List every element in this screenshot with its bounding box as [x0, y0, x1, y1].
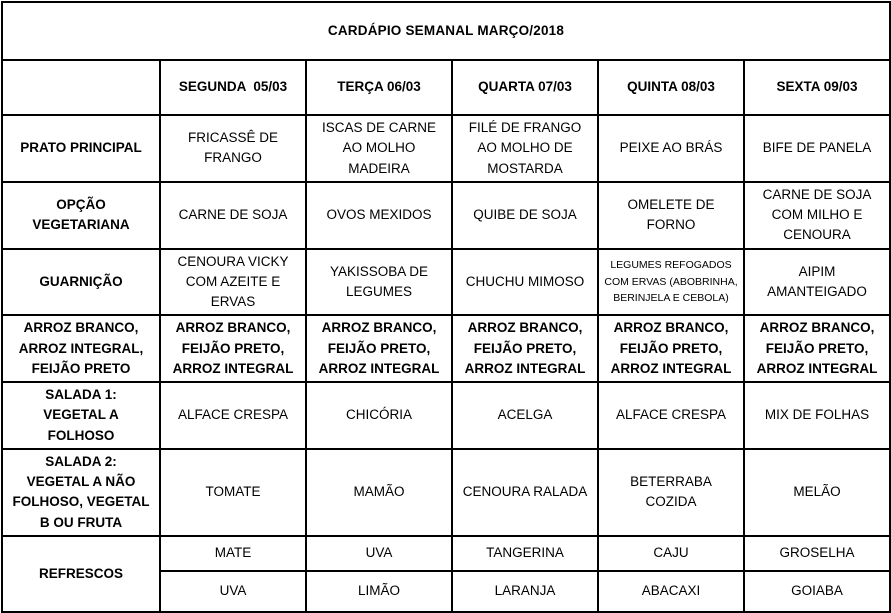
- menu-cell: ARROZ BRANCO, FEIJÃO PRETO, ARROZ INTEGR…: [451, 314, 599, 383]
- row-opcao-vegetariana: OPÇÃO VEGETARIANA CARNE DE SOJA OVOS MEX…: [1, 180, 891, 250]
- menu-cell: ACELGA: [451, 381, 599, 450]
- menu-cell: CENOURA VICKY COM AZEITE E ERVAS: [159, 247, 307, 317]
- menu-cell: FILÉ DE FRANGO AO MOLHO DE MOSTARDA: [451, 114, 599, 183]
- page-title: CARDÁPIO SEMANAL MARÇO/2018: [1, 1, 891, 61]
- row-label-refrescos: REFRESCOS: [1, 534, 161, 613]
- menu-cell: GOIABA: [743, 569, 891, 613]
- row-label-guarnicao: GUARNIÇÃO: [1, 247, 161, 317]
- row-arroz-feijao: ARROZ BRANCO, ARROZ INTEGRAL, FEIJÃO PRE…: [1, 314, 891, 383]
- column-header-sexta: SEXTA 09/03: [743, 59, 891, 116]
- menu-cell: MIX DE FOLHAS: [743, 381, 891, 450]
- header-row: SEGUNDA 05/03 TERÇA 06/03 QUARTA 07/03 Q…: [1, 59, 891, 116]
- menu-cell: LARANJA: [451, 569, 599, 613]
- menu-cell: CHUCHU MIMOSO: [451, 247, 599, 317]
- menu-cell: MAMÃO: [305, 447, 453, 537]
- corner-cell: [1, 59, 161, 116]
- menu-cell: PEIXE AO BRÁS: [597, 114, 745, 183]
- menu-cell: LEGUMES REFOGADOS COM ERVAS (ABOBRINHA, …: [597, 247, 745, 317]
- menu-cell: ABACAXI: [597, 569, 745, 613]
- menu-cell: TANGERINA: [451, 534, 599, 572]
- menu-cell: ARROZ BRANCO, FEIJÃO PRETO, ARROZ INTEGR…: [305, 314, 453, 383]
- row-salada-1: SALADA 1: VEGETAL A FOLHOSO ALFACE CRESP…: [1, 381, 891, 450]
- title-row: CARDÁPIO SEMANAL MARÇO/2018: [1, 1, 891, 61]
- menu-cell: CENOURA RALADA: [451, 447, 599, 537]
- menu-cell: LIMÃO: [305, 569, 453, 613]
- row-label-salada-2: SALADA 2: VEGETAL A NÃO FOLHOSO, VEGETAL…: [1, 447, 161, 537]
- column-header-quarta: QUARTA 07/03: [451, 59, 599, 116]
- menu-cell: GROSELHA: [743, 534, 891, 572]
- row-refrescos-1: REFRESCOS MATE UVA TANGERINA CAJU GROSEL…: [1, 534, 891, 613]
- menu-cell: ISCAS DE CARNE AO MOLHO MADEIRA: [305, 114, 453, 183]
- menu-cell: QUIBE DE SOJA: [451, 180, 599, 250]
- menu-cell: ALFACE CRESPA: [597, 381, 745, 450]
- row-label-salada-1: SALADA 1: VEGETAL A FOLHOSO: [1, 381, 161, 450]
- menu-cell: ARROZ BRANCO, FEIJÃO PRETO, ARROZ INTEGR…: [597, 314, 745, 383]
- row-guarnicao: GUARNIÇÃO CENOURA VICKY COM AZEITE E ERV…: [1, 247, 891, 317]
- menu-cell: OMELETE DE FORNO: [597, 180, 745, 250]
- row-salada-2: SALADA 2: VEGETAL A NÃO FOLHOSO, VEGETAL…: [1, 447, 891, 537]
- row-label-arroz-feijao: ARROZ BRANCO, ARROZ INTEGRAL, FEIJÃO PRE…: [1, 314, 161, 383]
- menu-cell: UVA: [305, 534, 453, 572]
- menu-cell: CARNE DE SOJA: [159, 180, 307, 250]
- menu-cell: AIPIM AMANTEIGADO: [743, 247, 891, 317]
- column-header-segunda: SEGUNDA 05/03: [159, 59, 307, 116]
- column-header-quinta: QUINTA 08/03: [597, 59, 745, 116]
- menu-cell: ALFACE CRESPA: [159, 381, 307, 450]
- menu-cell: CHICÓRIA: [305, 381, 453, 450]
- menu-cell: CAJU: [597, 534, 745, 572]
- menu-cell: BIFE DE PANELA: [743, 114, 891, 183]
- menu-cell: MATE: [159, 534, 307, 572]
- menu-cell: OVOS MEXIDOS: [305, 180, 453, 250]
- row-label-opcao-vegetariana: OPÇÃO VEGETARIANA: [1, 180, 161, 250]
- row-prato-principal: PRATO PRINCIPAL FRICASSÊ DE FRANGO ISCAS…: [1, 114, 891, 183]
- menu-cell: MELÃO: [743, 447, 891, 537]
- menu-cell: UVA: [159, 569, 307, 613]
- menu-cell: YAKISSOBA DE LEGUMES: [305, 247, 453, 317]
- menu-cell: ARROZ BRANCO, FEIJÃO PRETO, ARROZ INTEGR…: [159, 314, 307, 383]
- menu-cell: ARROZ BRANCO, FEIJÃO PRETO, ARROZ INTEGR…: [743, 314, 891, 383]
- menu-cell: BETERRABA COZIDA: [597, 447, 745, 537]
- menu-cell: FRICASSÊ DE FRANGO: [159, 114, 307, 183]
- row-label-prato-principal: PRATO PRINCIPAL: [1, 114, 161, 183]
- column-header-terca: TERÇA 06/03: [305, 59, 453, 116]
- menu-cell: TOMATE: [159, 447, 307, 537]
- menu-cell: CARNE DE SOJA COM MILHO E CENOURA: [743, 180, 891, 250]
